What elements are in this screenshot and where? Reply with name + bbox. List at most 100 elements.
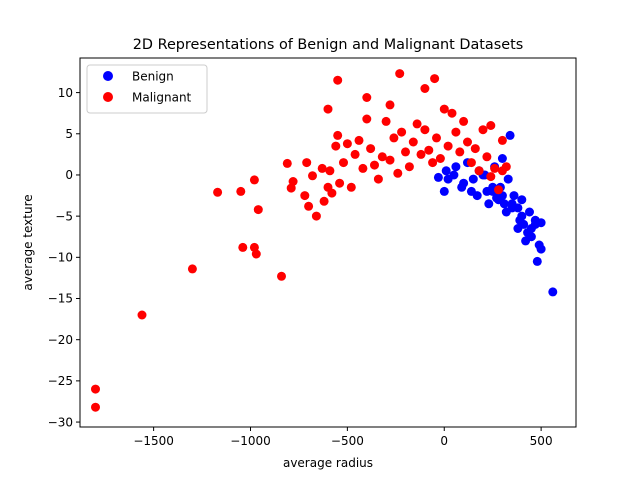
point-malignant-44 xyxy=(401,147,410,157)
point-benign-29 xyxy=(484,199,494,209)
point-malignant-45 xyxy=(404,162,414,172)
point-malignant-40 xyxy=(385,155,395,165)
point-malignant-41 xyxy=(389,133,399,143)
point-malignant-73 xyxy=(362,93,372,102)
point-malignant-48 xyxy=(416,149,426,159)
point-malignant-49 xyxy=(420,125,430,135)
y-tick-label: 5 xyxy=(65,127,73,141)
point-malignant-42 xyxy=(393,168,403,178)
point-benign-34 xyxy=(441,166,451,176)
point-malignant-5 xyxy=(236,186,246,196)
y-tick-label: −10 xyxy=(48,251,73,265)
point-malignant-2 xyxy=(137,310,147,320)
y-tick-label: −20 xyxy=(48,333,73,347)
point-malignant-72 xyxy=(323,104,333,114)
x-axis-label: average radius xyxy=(283,456,373,470)
point-benign-49 xyxy=(492,193,502,203)
point-malignant-19 xyxy=(311,211,321,221)
point-malignant-43 xyxy=(397,127,407,137)
point-malignant-63 xyxy=(474,166,484,176)
x-tick-label: 0 xyxy=(440,434,448,448)
point-malignant-34 xyxy=(362,114,372,124)
point-malignant-52 xyxy=(432,133,441,143)
point-malignant-69 xyxy=(497,135,507,145)
point-malignant-12 xyxy=(282,158,292,168)
point-malignant-60 xyxy=(463,137,472,147)
point-malignant-15 xyxy=(300,191,310,201)
legend-label-malignant: Malignant xyxy=(132,91,192,105)
point-malignant-78 xyxy=(497,166,507,176)
x-tick-label: −500 xyxy=(331,434,364,448)
point-benign-46 xyxy=(515,215,525,225)
x-axis-ticks: −1500 −1000 −500 0 500 xyxy=(133,427,553,448)
point-malignant-10 xyxy=(253,205,263,215)
y-tick-label: −15 xyxy=(48,292,73,306)
point-malignant-38 xyxy=(377,152,387,162)
point-malignant-27 xyxy=(335,178,345,188)
point-malignant-33 xyxy=(358,163,368,173)
point-malignant-39 xyxy=(381,116,391,126)
point-malignant-31 xyxy=(350,149,360,159)
y-tick-label: 10 xyxy=(58,86,73,100)
chart-title: 2D Representations of Benign and Maligna… xyxy=(133,37,523,53)
legend-marker-benign xyxy=(103,71,113,81)
plot-area xyxy=(91,69,558,412)
point-malignant-1 xyxy=(91,402,100,412)
x-tick-label: 500 xyxy=(530,434,553,448)
point-malignant-35 xyxy=(366,144,376,154)
point-benign-42 xyxy=(534,240,544,250)
point-malignant-7 xyxy=(249,175,259,185)
point-malignant-50 xyxy=(424,145,434,155)
y-tick-label: −5 xyxy=(55,209,73,223)
point-malignant-36 xyxy=(370,160,379,170)
point-malignant-56 xyxy=(447,108,457,118)
axes-frame xyxy=(79,57,577,428)
point-malignant-47 xyxy=(412,119,422,129)
point-malignant-29 xyxy=(342,139,352,149)
point-malignant-67 xyxy=(490,163,500,173)
point-benign-48 xyxy=(499,199,509,209)
legend-box xyxy=(86,64,208,114)
point-malignant-62 xyxy=(470,144,480,154)
point-benign-23 xyxy=(497,154,507,163)
point-malignant-75 xyxy=(430,74,440,84)
point-benign-47 xyxy=(507,203,517,213)
y-tick-label: −25 xyxy=(48,374,73,388)
point-malignant-55 xyxy=(443,141,453,151)
point-malignant-71 xyxy=(333,75,343,85)
point-malignant-28 xyxy=(339,158,348,168)
point-malignant-24 xyxy=(327,188,337,198)
point-malignant-23 xyxy=(325,166,335,176)
point-malignant-18 xyxy=(308,171,317,181)
point-benign-21 xyxy=(433,172,443,182)
legend: Benign Malignant xyxy=(86,64,208,114)
y-tick-label: −30 xyxy=(48,415,73,429)
point-malignant-68 xyxy=(494,185,503,195)
point-malignant-17 xyxy=(304,201,314,211)
point-benign-20 xyxy=(439,186,449,196)
point-malignant-51 xyxy=(428,158,438,168)
x-tick-label: −1000 xyxy=(230,434,271,448)
point-malignant-54 xyxy=(439,104,449,114)
point-malignant-30 xyxy=(346,182,356,192)
point-malignant-57 xyxy=(451,127,461,137)
point-malignant-3 xyxy=(187,264,197,274)
point-malignant-21 xyxy=(319,196,329,206)
point-malignant-11 xyxy=(277,271,286,281)
point-benign-9 xyxy=(548,287,558,297)
y-tick-label: 0 xyxy=(65,168,73,182)
point-malignant-59 xyxy=(459,116,469,126)
point-benign-22 xyxy=(505,130,515,140)
point-malignant-64 xyxy=(478,125,488,135)
point-malignant-65 xyxy=(482,152,492,162)
point-malignant-53 xyxy=(435,154,445,163)
point-malignant-66 xyxy=(486,121,496,130)
point-malignant-6 xyxy=(238,242,248,252)
legend-label-benign: Benign xyxy=(132,70,174,84)
point-malignant-76 xyxy=(385,100,395,110)
point-benign-1 xyxy=(468,174,478,184)
x-tick-label: −1500 xyxy=(133,434,174,448)
y-axis-label: average texture xyxy=(21,194,35,290)
point-benign-25 xyxy=(517,195,527,205)
point-malignant-74 xyxy=(395,69,405,79)
